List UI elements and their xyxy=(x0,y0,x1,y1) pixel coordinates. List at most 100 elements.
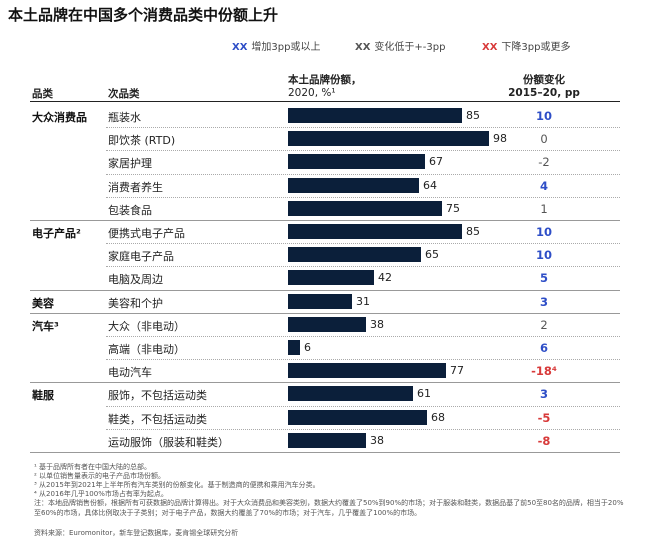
row-divider xyxy=(106,173,620,175)
share-change-value: -8 xyxy=(537,433,551,448)
share-change-value: 10 xyxy=(535,225,552,239)
chart-title: 本土品牌在中国多个消费品类中份额上升 xyxy=(8,6,279,24)
share-value-label: 67 xyxy=(429,155,443,169)
share-change-value: -5 xyxy=(537,410,551,425)
share-value-label: 98 xyxy=(493,132,507,146)
row-divider xyxy=(106,359,620,361)
header-category: 品类 xyxy=(32,88,53,100)
share-bar xyxy=(288,224,462,239)
category-label: 汽车³ xyxy=(32,319,59,333)
share-change-value: 6 xyxy=(539,341,548,355)
share-value-label: 65 xyxy=(425,248,439,262)
share-value-label: 64 xyxy=(423,178,437,192)
footnote: 注：本地品牌销售份额，根据所有可获数据的品牌计算得出。对于大众消费品和美容类别，… xyxy=(34,499,624,517)
share-bar xyxy=(288,363,446,379)
row-divider xyxy=(106,243,620,245)
share-value-label: 38 xyxy=(370,317,384,331)
legend-item: XX 变化低于+-3pp xyxy=(355,38,445,53)
header-subcategory: 次品类 xyxy=(108,88,140,100)
share-value-label: 61 xyxy=(417,387,431,401)
share-bar xyxy=(288,270,374,286)
legend-label: 变化低于+-3pp xyxy=(374,42,446,53)
share-bar xyxy=(288,432,366,448)
legend-label: 下降3pp或更多 xyxy=(501,42,571,53)
row-divider xyxy=(106,150,620,152)
subcategory-label: 即饮茶 (RTD) xyxy=(108,134,176,148)
subcategory-label: 鞋类，不包括运动类 xyxy=(108,412,207,426)
row-divider xyxy=(106,428,620,430)
share-bar xyxy=(288,386,413,402)
header-rule xyxy=(30,101,620,102)
footnote: ⁴ 从2016年几乎100%市场占有率为起点。 xyxy=(34,490,168,498)
share-value-label: 75 xyxy=(446,201,460,215)
share-value-label: 85 xyxy=(466,109,480,122)
share-change-value: 10 xyxy=(535,109,552,123)
category-label: 美容 xyxy=(32,296,54,310)
share-bar xyxy=(288,316,366,332)
share-change-value: 0 xyxy=(540,132,548,147)
footnote: ¹ 基于品牌所有者在中国大陆的总部。 xyxy=(34,463,152,471)
row-divider xyxy=(106,405,620,407)
header-change: 份额变化 2015–20, pp xyxy=(508,74,580,99)
share-value-label: 85 xyxy=(466,225,480,238)
group-divider xyxy=(30,289,620,291)
subcategory-label: 家居护理 xyxy=(108,157,152,171)
share-change-value: -2 xyxy=(538,155,550,170)
legend-label: 增加3pp或以上 xyxy=(251,42,321,53)
share-bar xyxy=(288,409,427,425)
subcategory-label: 美容和个护 xyxy=(108,296,163,310)
subcategory-label: 大众（非电动） xyxy=(108,319,185,333)
subcategory-label: 便携式电子产品 xyxy=(108,227,185,240)
subcategory-label: 家庭电子产品 xyxy=(108,250,174,264)
row-divider xyxy=(106,266,620,268)
share-change-value: 3 xyxy=(539,387,548,402)
subcategory-label: 消费者养生 xyxy=(108,180,163,194)
share-change-value: 4 xyxy=(539,178,548,193)
share-bar xyxy=(288,340,300,355)
share-change-value: 3 xyxy=(539,294,548,309)
group-divider xyxy=(30,312,620,314)
share-change-value: 2 xyxy=(540,317,548,332)
subcategory-label: 瓶装水 xyxy=(108,111,141,124)
header-share: 本土品牌份额， 2020, %¹ xyxy=(288,74,362,99)
legend-swatch: XX xyxy=(232,42,248,53)
category-label: 大众消费品 xyxy=(32,111,87,124)
legend-swatch: XX xyxy=(482,42,498,53)
category-label: 鞋服 xyxy=(32,389,54,403)
category-label: 电子产品² xyxy=(32,227,81,240)
row-divider xyxy=(106,196,620,198)
share-bar xyxy=(288,293,352,309)
share-value-label: 68 xyxy=(431,410,445,424)
legend-item: XX 下降3pp或更多 xyxy=(482,38,570,53)
subcategory-label: 服饰，不包括运动类 xyxy=(108,389,207,403)
legend-item: XX 增加3pp或以上 xyxy=(232,38,320,53)
share-value-label: 31 xyxy=(356,294,370,308)
share-bar xyxy=(288,247,421,263)
share-bar xyxy=(288,200,442,216)
table-bottom-rule xyxy=(30,452,620,453)
row-divider xyxy=(106,127,620,129)
share-bar xyxy=(288,108,462,123)
share-change-value: 1 xyxy=(540,201,548,216)
share-value-label: 38 xyxy=(370,433,384,447)
share-bar xyxy=(288,131,489,147)
subcategory-label: 电动汽车 xyxy=(108,366,152,380)
footnote: ² 以单位销售量表示的电子产品市场份额。 xyxy=(34,472,166,480)
share-change-value: 5 xyxy=(539,271,548,286)
share-value-label: 77 xyxy=(450,364,464,378)
group-divider xyxy=(30,220,620,221)
legend-swatch: XX xyxy=(355,42,371,53)
share-bar xyxy=(288,177,419,193)
share-change-value: 10 xyxy=(535,248,552,263)
subcategory-label: 电脑及周边 xyxy=(108,273,163,287)
share-change-value: -18⁴ xyxy=(531,364,557,379)
footnote: 资料来源：Euromonitor，新车登记数据库，麦肯锡全球研究分析 xyxy=(34,529,239,537)
subcategory-label: 高端（非电动） xyxy=(108,343,185,356)
row-divider xyxy=(106,336,620,337)
group-divider xyxy=(30,382,620,384)
share-bar xyxy=(288,154,425,170)
subcategory-label: 包装食品 xyxy=(108,203,152,217)
subcategory-label: 运动服饰（服装和鞋类） xyxy=(108,435,229,449)
share-value-label: 42 xyxy=(378,271,392,285)
footnote: ³ 从2015年到2021年上半年所有汽车类别的份额变化。基于制造商的便携和乘用… xyxy=(34,481,320,489)
